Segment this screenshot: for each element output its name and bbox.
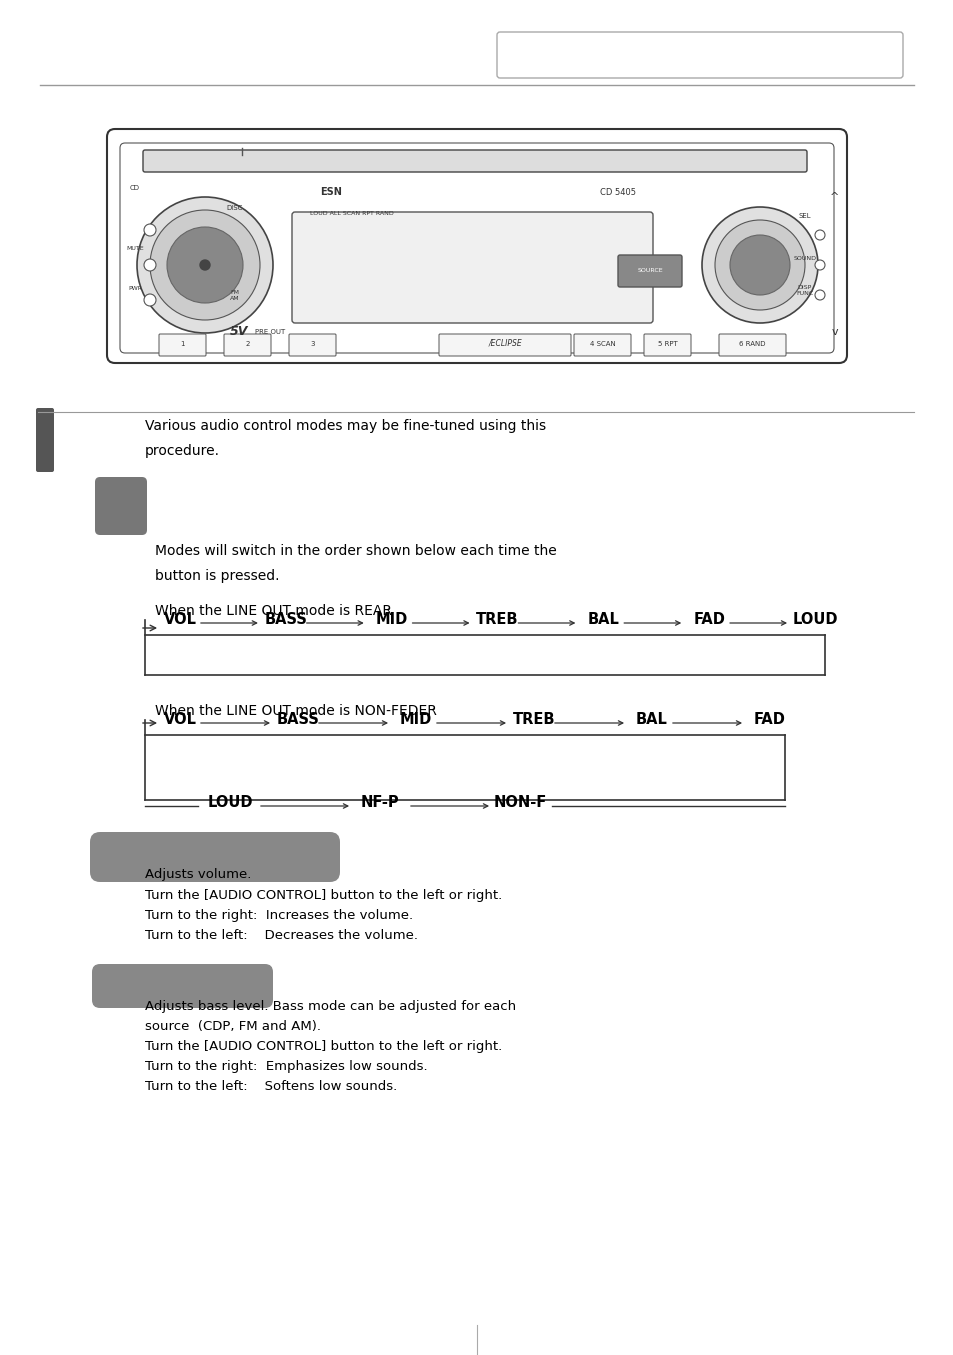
- Text: When the LINE OUT mode is NON-FEDER: When the LINE OUT mode is NON-FEDER: [154, 705, 436, 718]
- Text: FM
AM: FM AM: [230, 290, 239, 301]
- Text: 1: 1: [180, 341, 185, 347]
- FancyBboxPatch shape: [438, 333, 571, 356]
- Text: BAL: BAL: [636, 711, 667, 728]
- Text: TREB: TREB: [512, 711, 555, 728]
- FancyBboxPatch shape: [36, 408, 54, 472]
- Circle shape: [137, 196, 273, 333]
- Circle shape: [714, 220, 804, 310]
- Text: 5V: 5V: [230, 325, 248, 337]
- Text: CD: CD: [130, 186, 140, 191]
- Circle shape: [814, 290, 824, 299]
- Text: ^: ^: [829, 192, 839, 202]
- Text: TREB: TREB: [476, 612, 518, 627]
- FancyBboxPatch shape: [289, 333, 335, 356]
- Text: 3: 3: [310, 341, 314, 347]
- Text: VOL: VOL: [163, 711, 196, 728]
- Text: BASS: BASS: [276, 711, 319, 728]
- FancyBboxPatch shape: [107, 129, 846, 363]
- FancyBboxPatch shape: [719, 333, 785, 356]
- Text: NF-P: NF-P: [360, 795, 399, 810]
- Text: DISP
FUNC: DISP FUNC: [796, 285, 813, 295]
- Text: DISC: DISC: [227, 205, 243, 211]
- Text: LOUD: LOUD: [207, 795, 253, 810]
- Text: When the LINE OUT mode is REAR: When the LINE OUT mode is REAR: [154, 604, 392, 618]
- Circle shape: [150, 210, 260, 320]
- FancyBboxPatch shape: [120, 144, 833, 354]
- FancyBboxPatch shape: [497, 33, 902, 79]
- Text: CD 5405: CD 5405: [599, 188, 636, 196]
- Text: Turn the [AUDIO CONTROL] button to the left or right.: Turn the [AUDIO CONTROL] button to the l…: [145, 1041, 501, 1053]
- Text: SOURCE: SOURCE: [637, 268, 662, 272]
- FancyBboxPatch shape: [292, 211, 652, 322]
- Text: ESN: ESN: [319, 187, 341, 196]
- FancyBboxPatch shape: [143, 150, 806, 172]
- FancyBboxPatch shape: [618, 255, 681, 287]
- FancyBboxPatch shape: [224, 333, 271, 356]
- Circle shape: [814, 260, 824, 270]
- FancyBboxPatch shape: [90, 832, 339, 882]
- FancyBboxPatch shape: [574, 333, 630, 356]
- FancyBboxPatch shape: [91, 963, 273, 1008]
- Text: v: v: [831, 327, 838, 337]
- Text: PWR: PWR: [128, 286, 142, 291]
- Text: procedure.: procedure.: [145, 444, 220, 458]
- Text: Adjusts volume.: Adjusts volume.: [145, 869, 251, 881]
- Text: Various audio control modes may be fine-tuned using this: Various audio control modes may be fine-…: [145, 419, 545, 434]
- Text: BASS: BASS: [264, 612, 307, 627]
- Text: FAD: FAD: [753, 711, 785, 728]
- Text: SEL: SEL: [798, 213, 810, 220]
- FancyBboxPatch shape: [643, 333, 690, 356]
- Circle shape: [814, 230, 824, 240]
- Text: 6 RAND: 6 RAND: [739, 341, 765, 347]
- Text: /ECLIPSE: /ECLIPSE: [488, 339, 521, 348]
- Text: Adjusts bass level. Bass mode can be adjusted for each: Adjusts bass level. Bass mode can be adj…: [145, 1000, 516, 1014]
- Text: 2: 2: [245, 341, 250, 347]
- Text: Turn to the right:  Increases the volume.: Turn to the right: Increases the volume.: [145, 909, 413, 921]
- Text: NON-F: NON-F: [493, 795, 546, 810]
- Text: 4 SCAN: 4 SCAN: [589, 341, 615, 347]
- Circle shape: [701, 207, 817, 322]
- Text: LOUD: LOUD: [791, 612, 837, 627]
- Text: LOUD ALL SCAN RPT RAND: LOUD ALL SCAN RPT RAND: [310, 211, 394, 215]
- Text: button is pressed.: button is pressed.: [154, 569, 279, 583]
- Text: SOUND: SOUND: [793, 256, 816, 262]
- Circle shape: [729, 234, 789, 295]
- Circle shape: [144, 224, 156, 236]
- FancyBboxPatch shape: [159, 333, 206, 356]
- Text: PRE OUT: PRE OUT: [254, 329, 285, 335]
- Text: Turn the [AUDIO CONTROL] button to the left or right.: Turn the [AUDIO CONTROL] button to the l…: [145, 889, 501, 902]
- Text: Turn to the right:  Emphasizes low sounds.: Turn to the right: Emphasizes low sounds…: [145, 1060, 427, 1073]
- Text: MUTE: MUTE: [126, 247, 144, 251]
- Text: source  (CDP, FM and AM).: source (CDP, FM and AM).: [145, 1020, 320, 1033]
- Circle shape: [167, 228, 243, 304]
- Text: MID: MID: [375, 612, 407, 627]
- Text: Modes will switch in the order shown below each time the: Modes will switch in the order shown bel…: [154, 543, 557, 558]
- Text: FAD: FAD: [693, 612, 724, 627]
- Text: Turn to the left:    Decreases the volume.: Turn to the left: Decreases the volume.: [145, 930, 417, 942]
- Text: BAL: BAL: [587, 612, 618, 627]
- Text: Turn to the left:    Softens low sounds.: Turn to the left: Softens low sounds.: [145, 1080, 396, 1093]
- Text: 5 RPT: 5 RPT: [657, 341, 677, 347]
- Circle shape: [200, 260, 210, 270]
- Text: MID: MID: [399, 711, 432, 728]
- FancyBboxPatch shape: [95, 477, 147, 535]
- Text: VOL: VOL: [163, 612, 196, 627]
- Circle shape: [144, 259, 156, 271]
- Circle shape: [144, 294, 156, 306]
